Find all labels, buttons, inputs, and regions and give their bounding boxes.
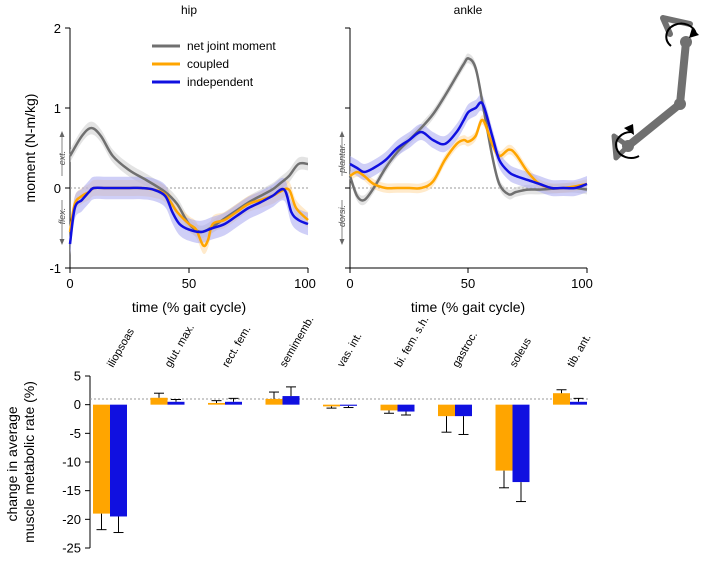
- legend-label-independent: independent: [187, 75, 254, 89]
- bar-independent: [512, 404, 530, 483]
- ankle-xtick-label: 50: [461, 276, 475, 291]
- bar-y-label-line1: change in average: [4, 406, 20, 521]
- ankle-rotation-arrowhead: [624, 124, 634, 135]
- hip-xtick-label: 100: [294, 276, 316, 291]
- bar-ytick-label: -5: [69, 426, 81, 441]
- hip-side-arrowhead-down: [59, 239, 65, 245]
- bar-coupled: [323, 404, 340, 407]
- bar-coupled: [438, 404, 455, 417]
- category-label: semimemb.: [278, 314, 317, 369]
- bar-chart-panel: 5 0 -5 -10 -15 -20 -25 change in average muscl…: [4, 314, 594, 555]
- legend: net joint moment coupled independent: [152, 39, 276, 89]
- ankle-xtick-label: 100: [571, 276, 593, 291]
- bar-independent: [340, 404, 357, 406]
- category-label: bi. fem. s.h.: [393, 314, 432, 369]
- ankle-panel: ankle 0 50 100 time (% gait cycle) plant…: [337, 3, 593, 315]
- ankle-line-net: [348, 57, 588, 202]
- category-label: glut. max.: [163, 322, 197, 369]
- category-label: gastroc.: [450, 330, 480, 370]
- bar-ytick-label: -25: [62, 541, 81, 556]
- bar-ytick-label: -15: [62, 483, 81, 498]
- hip-ytick-label: 0: [54, 181, 61, 196]
- ankle-xtick-label: 0: [346, 276, 353, 291]
- bar-coupled: [553, 393, 570, 405]
- category-label: rect. fem.: [220, 324, 253, 370]
- hip-y-label: moment (N-m/kg): [22, 94, 38, 203]
- bar-plot-area: iliopsoas glut. max. rect. fem. semimemb. va…: [93, 314, 594, 534]
- bar-ytick-label: -20: [62, 512, 81, 527]
- hip-frame: [660, 15, 693, 37]
- bar-coupled: [93, 404, 110, 514]
- category-label: vas. int.: [335, 331, 364, 370]
- bar-y-ticks: 5 0 -5 -10 -15 -20 -25: [62, 369, 90, 556]
- bar-independent: [282, 396, 300, 405]
- hip-band-net: [70, 121, 308, 239]
- bar-ytick-label: 5: [74, 369, 81, 384]
- ankle-line-independent: [349, 101, 588, 190]
- hip-ytick-label: 2: [54, 21, 61, 36]
- bar-coupled: [265, 398, 283, 405]
- bar-independent: [110, 404, 127, 517]
- ankle-plot-area: [348, 53, 588, 206]
- hip-x-label: time (% gait cycle): [132, 299, 246, 315]
- hip-ytick-label: -1: [49, 261, 61, 276]
- bar-coupled: [150, 397, 168, 405]
- ankle-title: ankle: [454, 3, 483, 17]
- ankle-rotation-arrow: [615, 130, 640, 159]
- hip-band-independent: [70, 176, 308, 256]
- hip-xtick-label: 50: [182, 276, 196, 291]
- hip-rotation-arrow: [665, 22, 697, 47]
- foot-segment: [611, 133, 631, 161]
- hip-panel: hip -1 0 1 2 0 50 100 time (% gait cycle…: [22, 3, 316, 315]
- hip-ytick-label: 1: [54, 101, 61, 116]
- bar-coupled: [380, 404, 398, 411]
- hip-plot-area: [68, 121, 309, 256]
- hip-title: hip: [181, 3, 197, 17]
- hip-joint: [680, 36, 692, 48]
- legend-label-net: net joint moment: [187, 39, 276, 53]
- leg-mechanism-diagram: [611, 15, 699, 161]
- shank-segment: [624, 100, 684, 150]
- ankle-joint: [622, 140, 634, 152]
- legend-label-coupled: coupled: [187, 57, 229, 71]
- hip-xtick-label: 0: [66, 276, 73, 291]
- bar-independent: [397, 404, 415, 412]
- bar-y-label: change in average muscle metabolic rate …: [4, 381, 37, 543]
- bar-coupled: [495, 404, 513, 471]
- category-label: soleus: [508, 336, 535, 370]
- category-label: iliopsoas: [105, 326, 137, 370]
- hip-rotation-arrowhead: [689, 28, 699, 38]
- ankle-side-arrowhead-down: [339, 239, 345, 245]
- ankle-x-label: time (% gait cycle): [411, 299, 525, 315]
- bar-independent: [225, 401, 242, 405]
- ankle-band-independent: [350, 94, 587, 197]
- thigh-segment: [676, 38, 690, 108]
- bar-independent: [167, 401, 185, 405]
- hip-side-arrowhead-up: [59, 131, 65, 137]
- knee-joint: [674, 98, 686, 110]
- category-label: tib. ant.: [565, 332, 593, 369]
- hip-line-independent: [68, 186, 309, 245]
- bar-ytick-label: 0: [74, 397, 81, 412]
- ankle-side-arrowhead-up: [339, 131, 345, 137]
- bar-coupled: [208, 402, 225, 405]
- bar-independent: [455, 404, 472, 417]
- bar-y-label-line2: muscle metabolic rate (%): [21, 381, 37, 543]
- bar-ytick-label: -10: [62, 455, 81, 470]
- bar-independent: [570, 401, 587, 405]
